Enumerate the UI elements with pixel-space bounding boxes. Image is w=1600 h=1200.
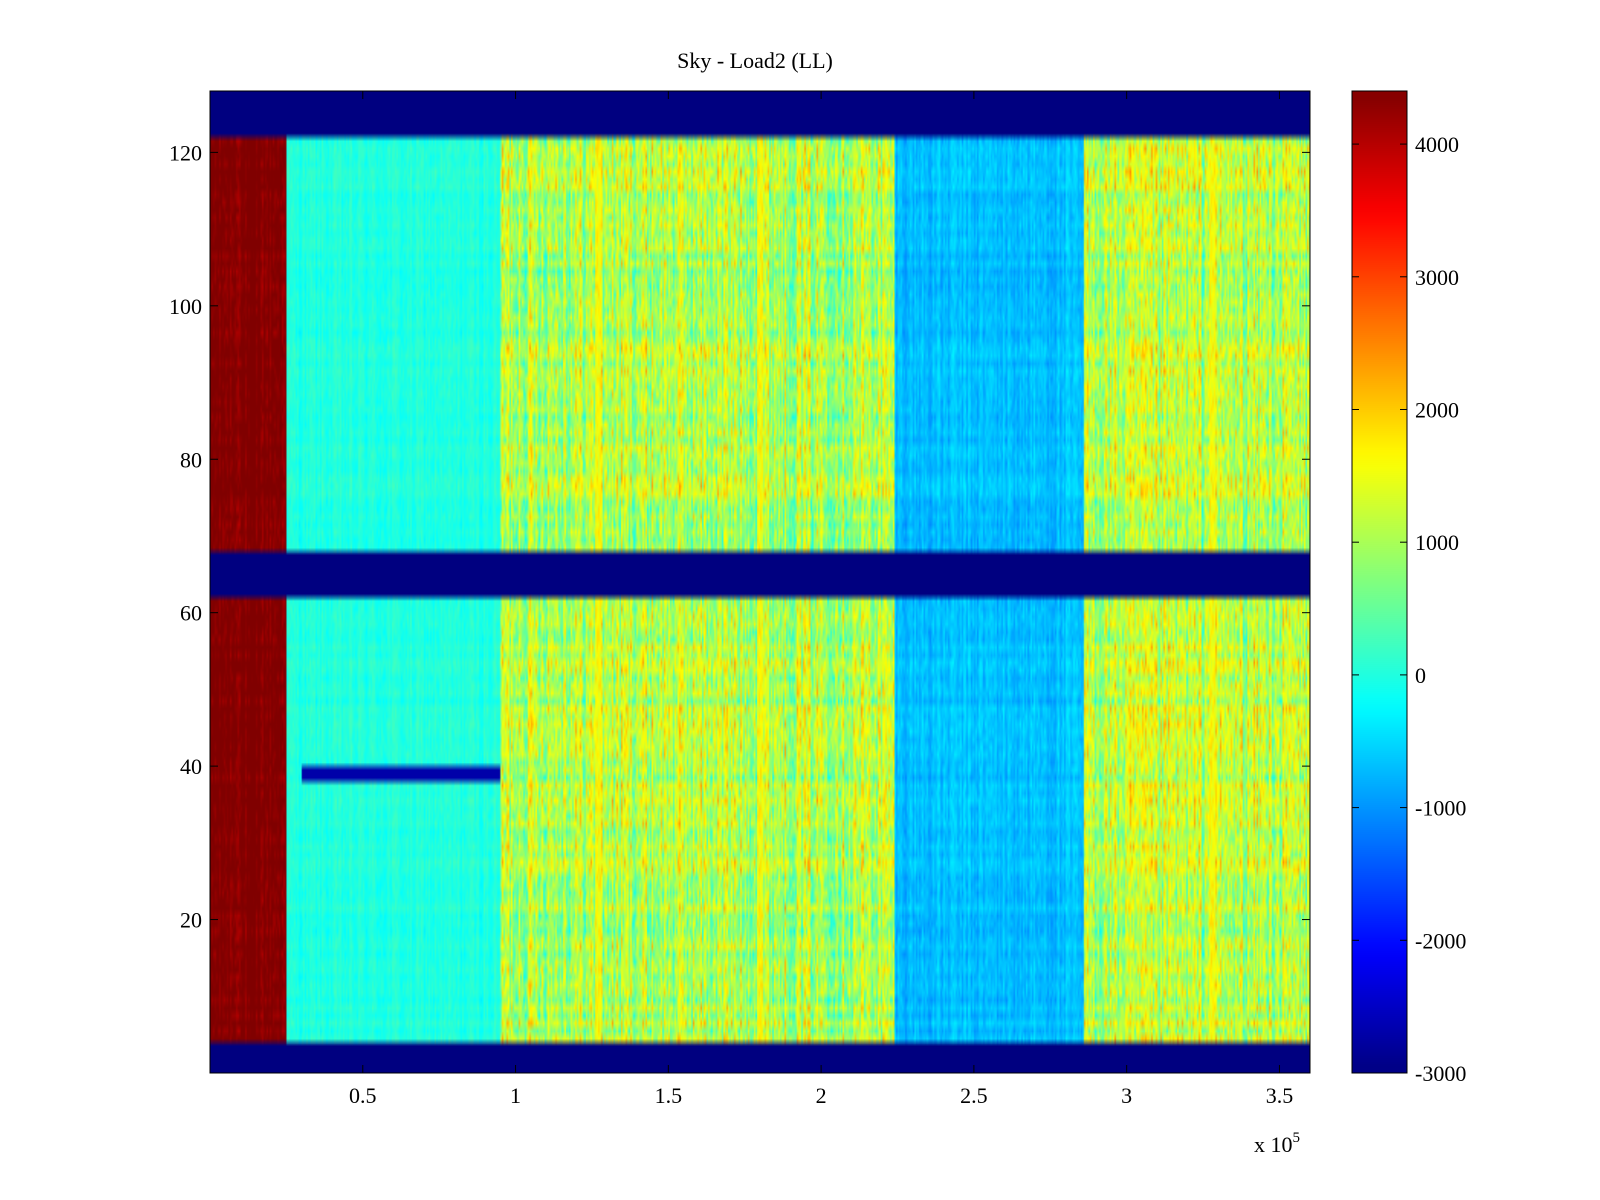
- x-tick-label: 2.5: [960, 1083, 988, 1108]
- x-tick-label: 0.5: [349, 1083, 377, 1108]
- x-axis: 0.5 1 1.5 2 2.5 3 3.5: [349, 91, 1293, 1108]
- x-tick-label: 3: [1121, 1083, 1132, 1108]
- colorbar-tick-label: -3000: [1415, 1061, 1466, 1086]
- y-tick-label: 60: [180, 601, 202, 626]
- colorbar-ticks: 4000 3000 2000 1000 0 -1000 -2000 -3000: [1352, 132, 1466, 1086]
- y-tick-label: 80: [180, 447, 202, 472]
- x-multiplier-label: x 105: [1254, 1130, 1300, 1157]
- colorbar: 4000 3000 2000 1000 0 -1000 -2000 -3000: [1351, 90, 1466, 1086]
- y-tick-label: 100: [169, 294, 202, 319]
- x-tick-label: 1.5: [655, 1083, 683, 1108]
- colorbar-tick-label: 3000: [1415, 265, 1459, 290]
- x-tick-label: 3.5: [1266, 1083, 1294, 1108]
- colorbar-gradient: [1352, 91, 1407, 1073]
- y-tick-label: 120: [169, 140, 202, 165]
- chart-title: Sky - Load2 (LL): [677, 48, 833, 73]
- heatmap-image: [210, 91, 1310, 1073]
- colorbar-tick-label: -2000: [1415, 928, 1466, 953]
- y-axis: 20 40 60 80 100 120: [169, 140, 1310, 933]
- colorbar-frame: [1351, 90, 1408, 1074]
- x-multiplier-exponent: 5: [1293, 1130, 1301, 1146]
- y-tick-label: 20: [180, 908, 202, 933]
- colorbar-tick-label: 4000: [1415, 132, 1459, 157]
- colorbar-tick-label: -1000: [1415, 796, 1466, 821]
- colorbar-tick-label: 2000: [1415, 397, 1459, 422]
- colorbar-tick-label: 1000: [1415, 530, 1459, 555]
- heatmap-plot-area: [209, 90, 1311, 1074]
- x-tick-label: 2: [816, 1083, 827, 1108]
- x-multiplier-base: x 10: [1254, 1132, 1293, 1157]
- x-tick-label: 1: [510, 1083, 521, 1108]
- y-tick-label: 40: [180, 754, 202, 779]
- colorbar-tick-label: 0: [1415, 663, 1426, 688]
- plot-frame: [209, 90, 1311, 1074]
